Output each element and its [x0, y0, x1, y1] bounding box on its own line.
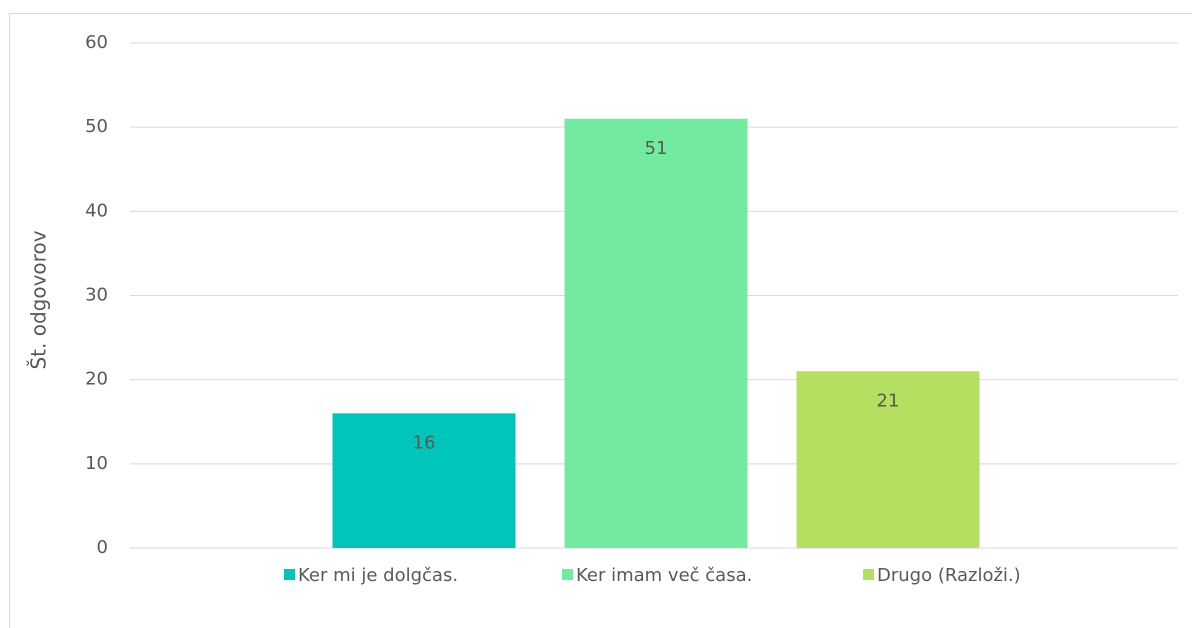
legend-swatch: [562, 569, 573, 580]
bar: [796, 371, 980, 548]
bar: [332, 413, 516, 548]
y-tick-label: 40: [85, 200, 108, 221]
y-axis-label: Št. odgovorov: [27, 230, 51, 369]
data-label: 16: [413, 432, 436, 453]
y-tick-label: 20: [85, 369, 108, 390]
y-tick-label: 50: [85, 116, 108, 137]
y-tick-label: 0: [97, 537, 108, 558]
bar: [564, 118, 748, 548]
legend-swatch: [284, 569, 295, 580]
y-tick-label: 60: [85, 32, 108, 53]
legend-label: Drugo (Razloži.): [877, 565, 1021, 586]
y-tick-label: 10: [85, 453, 108, 474]
legend-label: Ker imam več časa.: [576, 565, 752, 586]
legend-label: Ker mi je dolgčas.: [298, 565, 458, 586]
data-label: 21: [877, 390, 900, 411]
chart-border: [9, 13, 1192, 628]
legend-swatch: [863, 569, 874, 580]
data-label: 51: [645, 138, 668, 159]
y-tick-label: 30: [85, 285, 108, 306]
